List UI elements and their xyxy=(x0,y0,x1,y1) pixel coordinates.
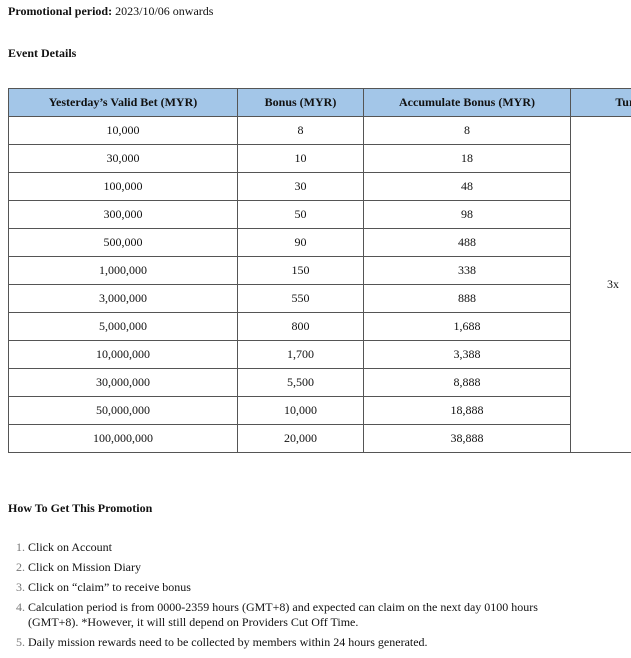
table-cell: 98 xyxy=(363,200,571,229)
table-row: 3,000,000 550 888 xyxy=(8,284,631,313)
table-row: 10,000,000 1,700 3,388 xyxy=(8,340,631,369)
table-cell: 8 xyxy=(363,116,571,145)
table-cell: 300,000 xyxy=(8,200,238,229)
table-cell: 500,000 xyxy=(8,228,238,257)
table-cell: 8 xyxy=(237,116,364,145)
table-cell: 50 xyxy=(237,200,364,229)
header-cell: Bonus (MYR) xyxy=(237,88,364,117)
header-row: Yesterday’s Valid Bet (MYR) Bonus (MYR) Ac… xyxy=(8,88,631,117)
table-cell: 1,000,000 xyxy=(8,256,238,285)
table-cell: 18 xyxy=(363,144,571,173)
table-row: 100,000,000 20,000 38,888 xyxy=(8,424,631,453)
table-cell: 488 xyxy=(363,228,571,257)
table-cell: 30,000 xyxy=(8,144,238,173)
table-cell: 5,500 xyxy=(237,368,364,397)
table-cell: 150 xyxy=(237,256,364,285)
table-cell: 10 xyxy=(237,144,364,173)
header-cell: Yesterday’s Valid Bet (MYR) xyxy=(8,88,238,117)
steps-list: Click on Account Click on Mission Diary Cl… xyxy=(0,540,576,655)
table-cell: 100,000,000 xyxy=(8,424,238,453)
table-cell: 338 xyxy=(363,256,571,285)
table-row: 10,000 8 8 3x xyxy=(8,116,631,453)
table-row: 5,000,000 800 1,688 xyxy=(8,312,631,341)
section-title: Event Details xyxy=(8,46,77,60)
table-cell: 1,700 xyxy=(237,340,364,369)
table-cell: 38,888 xyxy=(363,424,571,453)
table-cell: 20,000 xyxy=(237,424,364,453)
table-row: 30,000,000 5,500 8,888 xyxy=(8,368,631,397)
table-row: 300,000 50 98 xyxy=(8,200,631,229)
step-item: Click on Account xyxy=(28,540,576,555)
table-cell: 48 xyxy=(363,172,571,201)
table-cell: 90 xyxy=(237,228,364,257)
table-cell: 550 xyxy=(237,284,364,313)
table-cell: 888 xyxy=(363,284,571,313)
table-cell: 3,000,000 xyxy=(8,284,238,313)
table-cell: 100,000 xyxy=(8,172,238,201)
section-title: How To Get This Promotion xyxy=(8,501,153,515)
table-cell: 3,388 xyxy=(363,340,571,369)
table-row: 30,000 10 18 xyxy=(8,144,631,173)
table-cell: 18,888 xyxy=(363,396,571,425)
table-cell: 8,888 xyxy=(363,368,571,397)
table-row: 500,000 90 488 xyxy=(8,228,631,257)
table-row: 100,000 30 48 xyxy=(8,172,631,201)
table-cell: 800 xyxy=(237,312,364,341)
promo-label: Promotional period: xyxy=(8,4,113,18)
table-cell: 1,688 xyxy=(363,312,571,341)
table-row: 50,000,000 10,000 18,888 xyxy=(8,396,631,425)
table-cell: 10,000 xyxy=(8,116,238,145)
header-cell: Accumulate Bonus (MYR) xyxy=(363,88,571,117)
promo-line: Promotional period: 2023/10/06 onwards xyxy=(8,4,213,19)
table-cell: 30,000,000 xyxy=(8,368,238,397)
table-cell: 10,000,000 xyxy=(8,340,238,369)
table-cell: 5,000,000 xyxy=(8,312,238,341)
turnover-cell: 3x xyxy=(570,116,631,453)
table-cell: 50,000,000 xyxy=(8,396,238,425)
step-item: Click on “claim” to receive bonus xyxy=(28,580,576,595)
step-item: Click on Mission Diary xyxy=(28,560,576,575)
step-item: Daily mission rewards need to be collect… xyxy=(28,635,576,650)
table-cell: 30 xyxy=(237,172,364,201)
table-container: Yesterday’s Valid Bet (MYR) Bonus (MYR) Ac… xyxy=(8,88,631,453)
header-cell: Turnover xyxy=(570,88,631,117)
table-cell: 10,000 xyxy=(237,396,364,425)
table-row: 1,000,000 150 338 xyxy=(8,256,631,285)
promo-value: 2023/10/06 onwards xyxy=(115,4,214,18)
event-table: Yesterday’s Valid Bet (MYR) Bonus (MYR) Ac… xyxy=(8,88,631,453)
step-item: Calculation period is from 0000-2359 hou… xyxy=(28,600,576,630)
